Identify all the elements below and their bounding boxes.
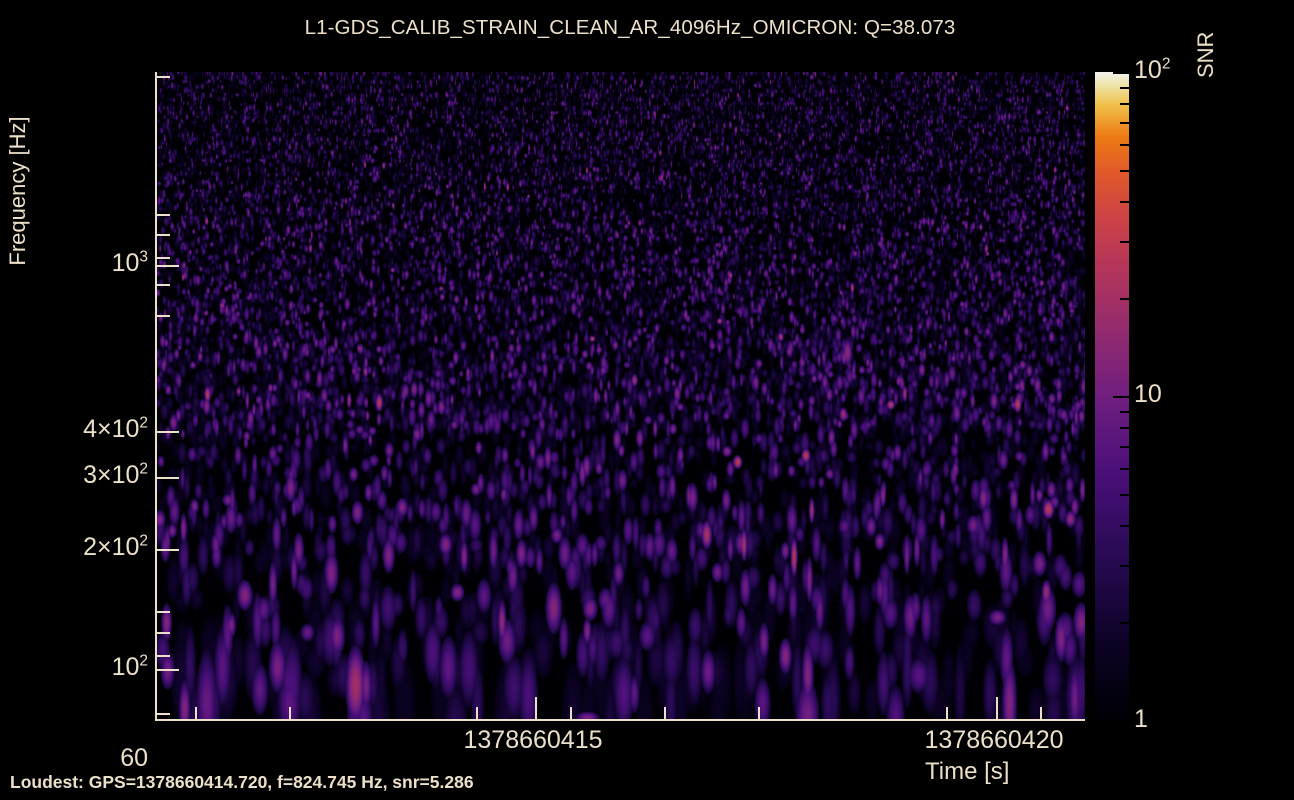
y-tick-exponent: 2 (139, 532, 148, 550)
y-axis-tick-label: 103 (111, 248, 148, 277)
colorbar-major-tick (1113, 72, 1129, 74)
colorbar-minor-tick (1120, 524, 1129, 527)
colorbar-minor-tick (1120, 410, 1129, 413)
colorbar-tick-label: 1 (1134, 705, 1148, 733)
y-tick-exponent: 2 (139, 414, 148, 432)
x-axis-tick-label: 1378660420 (924, 726, 1064, 754)
y-axis-minor-tick (157, 283, 170, 286)
colorbar-minor-tick (1120, 493, 1129, 496)
y-axis-major-tick (157, 431, 179, 433)
y-axis-minor-tick (157, 315, 170, 318)
x-axis-minor-tick (570, 707, 573, 719)
y-tick-exponent: 2 (139, 652, 148, 670)
colorbar-minor-tick (1120, 103, 1129, 106)
y-axis-minor-tick (157, 257, 170, 260)
y-axis-minor-tick (157, 213, 170, 216)
y-axis-tick-label: 102 (111, 652, 148, 681)
colorbar-tick-label: 102 (1134, 55, 1171, 84)
page-title: L1-GDS_CALIB_STRAIN_CLEAN_AR_4096Hz_OMIC… (304, 16, 956, 39)
x-axis-tick-labels: 1378660415 1378660420 (0, 728, 1294, 762)
colorbar-minor-tick (1120, 86, 1129, 89)
spectrogram-canvas[interactable] (157, 72, 1085, 719)
x-axis-minor-tick (194, 707, 197, 719)
y-axis-major-tick (157, 549, 179, 551)
loudest-event-note: Loudest: GPS=1378660414.720, f=824.745 H… (10, 772, 474, 792)
colorbar-minor-tick (1120, 200, 1129, 203)
colorbar-title: SNR (1193, 31, 1218, 78)
y-axis-minor-tick (157, 234, 170, 237)
colorbar-minor-tick (1120, 241, 1129, 244)
x-axis-minor-tick (664, 707, 667, 719)
x-axis-title: Time [s] (925, 758, 1010, 785)
y-axis-tick-label: 3×102 (83, 460, 148, 489)
y-axis-tick-label: 60 (120, 744, 148, 772)
y-axis-minor-tick (157, 76, 170, 79)
colorbar-minor-tick (1120, 122, 1129, 125)
y-axis-tick-labels: 103 4×102 3×102 2×102 102 60 (0, 72, 148, 770)
x-axis-tick-label: 1378660415 (463, 726, 603, 754)
colorbar-minor-tick (1120, 143, 1129, 146)
colorbar-minor-tick (1120, 467, 1129, 470)
y-axis-minor-tick (157, 654, 170, 657)
y-axis-minor-tick (157, 631, 170, 634)
colorbar-tick-labels: 102 10 1 (1134, 56, 1204, 731)
x-axis-major-tick (535, 697, 537, 719)
y-axis-tick-label: 2×102 (83, 532, 148, 561)
x-axis-minor-tick (1040, 707, 1043, 719)
x-axis-major-tick (996, 697, 998, 719)
x-axis-minor-tick (288, 707, 291, 719)
y-axis-tick-label: 4×102 (83, 414, 148, 443)
colorbar-minor-tick (1120, 622, 1129, 625)
y-axis-major-tick (157, 669, 179, 671)
x-axis-minor-tick (946, 707, 949, 719)
colorbar-minor-tick (1120, 427, 1129, 430)
colorbar-major-tick (1113, 396, 1129, 398)
colorbar-tick-label: 10 (1134, 380, 1162, 408)
x-axis-minor-tick (758, 707, 761, 719)
colorbar-minor-tick (1120, 446, 1129, 449)
colorbar-tick-exponent: 2 (1161, 55, 1171, 73)
y-axis-minor-tick (157, 712, 170, 715)
y-axis-major-tick (157, 265, 179, 267)
colorbar[interactable] (1095, 72, 1129, 721)
colorbar-minor-tick (1120, 169, 1129, 172)
y-tick-exponent: 3 (139, 248, 148, 266)
y-tick-exponent: 2 (139, 460, 148, 478)
spectrogram-plot-area[interactable] (155, 72, 1085, 721)
x-axis-minor-tick (476, 707, 479, 719)
colorbar-minor-tick (1120, 298, 1129, 301)
y-axis-minor-tick (157, 611, 170, 614)
colorbar-minor-tick (1120, 565, 1129, 568)
colorbar-major-tick (1113, 719, 1129, 721)
y-axis-major-tick (157, 477, 179, 479)
